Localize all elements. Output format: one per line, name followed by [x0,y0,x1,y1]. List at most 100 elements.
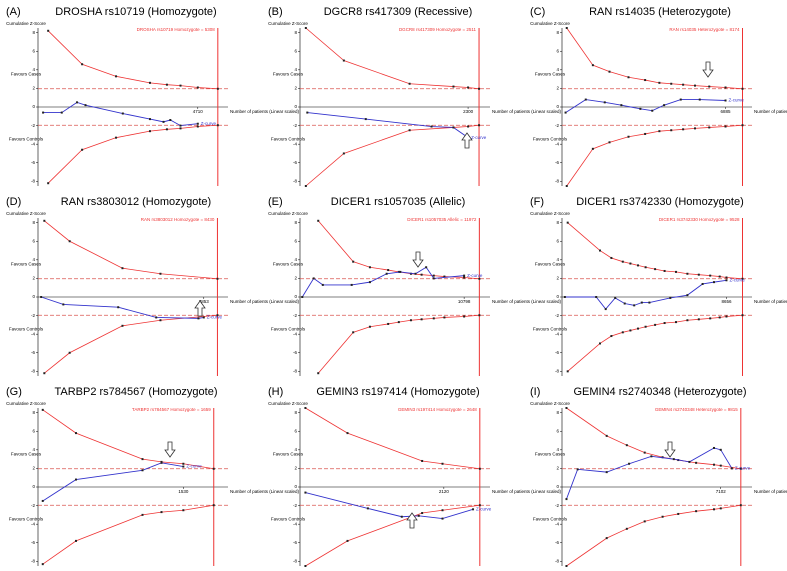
x-tick-label: 2120 [439,489,450,494]
y-tick-label: 6 [294,48,297,53]
z-curve [305,492,474,520]
boundary-point [741,314,744,317]
boundary-point [408,129,411,132]
favours-bottom: Favours Controls [271,137,306,142]
y-tick-label: -2 [31,503,35,508]
z-point [604,308,607,311]
boundary-point [661,515,664,518]
z-point [640,301,643,304]
y-tick-label: 6 [294,428,297,433]
x-axis-label: Number of patients (Linear scaled) [230,299,300,304]
y-axis-label: Cumulative Z-Score [530,401,570,406]
x-tick-label: 7102 [716,489,727,494]
favours-bottom: Favours Controls [271,517,306,522]
panel-title: RAN rs3803012 (Homozygote) [61,196,211,208]
boundary-point [565,565,568,567]
y-tick-label: -2 [555,503,559,508]
favours-bottom: Favours Controls [9,137,44,142]
y-tick-label: -6 [31,540,35,545]
legend-label: Z-curve [201,121,217,126]
boundary-point [368,266,371,269]
y-tick-label: -8 [31,559,35,564]
x-tick-label: 6885 [721,109,732,114]
z-point [663,104,666,107]
boundary-point [47,182,50,185]
z-point [576,468,579,471]
boundary-point [179,127,182,130]
x-tick-label: 1530 [178,489,189,494]
boundary-point [212,504,215,507]
boundary-point [621,260,624,263]
x-axis-label: Number of patients (Linear scaled) [492,489,562,494]
boundary-point [182,509,185,512]
y-tick-label: -8 [555,559,559,564]
panel-label: (I) [530,386,540,398]
monitoring-boundary [47,124,218,184]
boundary-point [694,127,696,130]
monitoring-boundary [566,27,743,90]
boundary-info: GEMIN3 rs197414 Homozygote = 2648 [398,407,477,412]
z-point [565,498,568,501]
z-point [713,446,715,449]
y-tick-label: -8 [293,559,297,564]
y-axis-label: Cumulative Z-Score [6,401,46,406]
boundary-point [68,240,71,243]
y-tick-label: -4 [293,331,297,336]
y-axis-label: Cumulative Z-Score [530,21,570,26]
y-tick-label: 4 [294,447,297,452]
boundary-point [605,537,608,540]
boundary-point [441,462,444,465]
y-axis-label: Cumulative Z-Score [6,21,46,26]
x-axis-label: Number of patients (Linear scaled) [230,489,300,494]
boundary-point [432,317,435,320]
highlight-arrow [664,441,676,458]
boundary-point [159,272,162,275]
y-tick-label: 4 [556,67,559,72]
z-point [76,101,79,104]
boundary-point [441,509,444,512]
favours-top: Favours Cases [11,72,42,77]
boundary-point [179,84,182,87]
y-tick-label: 4 [556,447,559,452]
boundary-point [695,510,698,513]
z-point [564,111,567,114]
boundary-point [141,458,144,461]
panel: (F) DICER1 rs3742330 (Homozygote) -8 -6 -4 -2… [530,196,787,376]
y-tick-label: 8 [294,220,297,225]
y-tick-label: 8 [32,220,35,225]
z-point [441,517,444,520]
boundary-point [697,273,700,276]
panel: (B) DGCR8 rs417309 (Recessive) -8 -6 -4 -2 0 2 4… [268,6,562,187]
y-tick-label: -6 [555,160,559,165]
boundary-point [216,314,219,317]
panel-title: DGCR8 rs417309 (Recessive) [324,6,473,18]
panel-label: (G) [6,386,22,398]
panel: (E) DICER1 rs1057035 (Allelic) -8 -6 -4 -2 0 2 4… [268,196,562,376]
z-point [725,279,728,282]
favours-top: Favours Cases [273,452,304,457]
y-tick-label: -6 [555,350,559,355]
z-point [698,98,701,101]
boundary-point [368,325,371,328]
boundary-point [605,434,608,437]
boundary-point [591,147,594,150]
y-tick-label: -2 [555,123,559,128]
boundary-point [708,85,711,88]
panel: (D) RAN rs3803012 (Homozygote) -8 -6 -4 -2 0 2 4… [6,196,300,376]
panel-title: DROSHA rs10719 (Homozygote) [55,6,216,18]
boundary-point [741,277,744,280]
y-axis-label: Cumulative Z-Score [530,211,570,216]
boundary-point [608,141,611,144]
boundary-point [724,125,727,128]
z-point [648,301,651,304]
panel: (A) DROSHA rs10719 (Homozygote) -8 -6 -4 -2 0 2… [6,6,300,186]
boundary-point [565,185,568,187]
z-point [182,465,185,468]
y-tick-label: -2 [293,313,297,318]
z-point [202,316,205,319]
y-tick-label: 2 [32,466,35,471]
boundary-point [196,125,199,128]
boundary-point [409,319,412,322]
z-point [40,296,43,298]
highlight-arrow [406,512,418,529]
